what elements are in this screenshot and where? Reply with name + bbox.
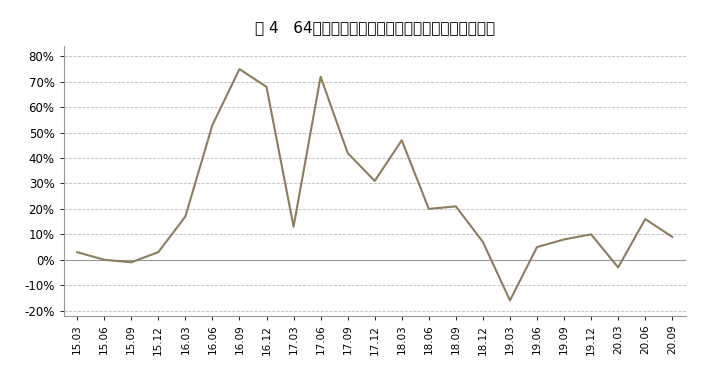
Title: 图 4   64个三四线城市年初累计居住用地价格同比涨幅: 图 4 64个三四线城市年初累计居住用地价格同比涨幅	[255, 20, 495, 35]
